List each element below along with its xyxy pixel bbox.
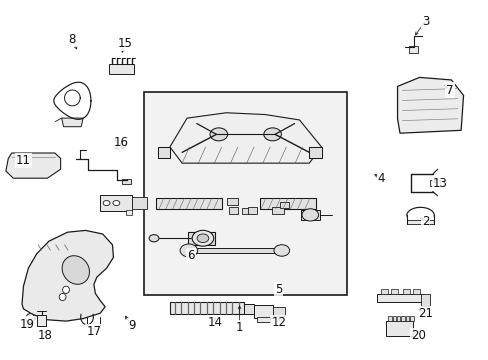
Bar	[401, 316, 404, 321]
Ellipse shape	[62, 256, 89, 284]
Bar	[157, 147, 169, 158]
Bar	[392, 316, 395, 321]
Text: 20: 20	[410, 329, 425, 342]
Bar	[386, 321, 412, 336]
Text: 11: 11	[16, 154, 31, 167]
Bar	[387, 316, 391, 321]
Bar	[308, 147, 321, 158]
Bar	[396, 316, 400, 321]
Text: 16: 16	[114, 136, 128, 149]
Bar	[381, 289, 387, 294]
Bar	[403, 289, 409, 294]
Bar	[122, 179, 131, 184]
Circle shape	[180, 244, 197, 257]
Ellipse shape	[26, 314, 35, 324]
Text: 4: 4	[377, 172, 385, 185]
Bar	[126, 210, 132, 215]
Bar	[188, 248, 281, 253]
Bar	[260, 198, 316, 209]
Polygon shape	[169, 113, 321, 163]
Bar	[271, 207, 284, 215]
Text: 13: 13	[432, 177, 447, 190]
Text: 15: 15	[117, 37, 132, 50]
Text: 10: 10	[112, 139, 127, 152]
Bar	[100, 195, 132, 211]
Bar	[280, 202, 288, 208]
Circle shape	[113, 201, 120, 206]
Circle shape	[103, 201, 110, 206]
Bar	[132, 197, 146, 209]
Polygon shape	[6, 153, 61, 178]
Bar	[300, 210, 320, 220]
Bar	[227, 198, 238, 206]
Text: 21: 21	[417, 307, 432, 320]
Bar	[108, 64, 134, 74]
Bar	[408, 46, 417, 53]
Circle shape	[210, 128, 227, 141]
Bar	[420, 294, 429, 306]
Circle shape	[192, 230, 213, 246]
Text: 12: 12	[271, 316, 285, 329]
Bar	[243, 304, 254, 314]
Bar	[406, 220, 433, 224]
Bar	[156, 198, 222, 209]
Bar	[256, 317, 270, 322]
Ellipse shape	[59, 293, 66, 301]
Circle shape	[263, 128, 281, 141]
Bar	[376, 294, 422, 302]
Bar	[272, 307, 285, 316]
Bar	[409, 316, 413, 321]
Polygon shape	[22, 230, 113, 321]
Bar	[405, 316, 408, 321]
Circle shape	[149, 235, 159, 242]
Ellipse shape	[62, 286, 69, 293]
Bar	[248, 207, 257, 214]
Bar	[429, 180, 439, 186]
Polygon shape	[61, 118, 83, 127]
Polygon shape	[397, 77, 463, 133]
Text: 5: 5	[274, 283, 282, 296]
Text: 6: 6	[186, 249, 194, 262]
Circle shape	[273, 245, 289, 256]
Text: 18: 18	[38, 329, 52, 342]
Bar	[170, 302, 243, 314]
Text: 8: 8	[68, 33, 76, 46]
Bar	[254, 305, 272, 318]
Text: 7: 7	[445, 84, 453, 96]
Text: 3: 3	[421, 15, 428, 28]
Bar	[390, 289, 397, 294]
Bar	[242, 208, 249, 214]
Bar	[228, 207, 237, 214]
Text: 19: 19	[20, 318, 34, 330]
Text: 17: 17	[86, 325, 101, 338]
Bar	[188, 232, 215, 245]
Text: 2: 2	[421, 215, 428, 228]
Text: 9: 9	[128, 319, 136, 332]
Circle shape	[197, 234, 208, 243]
Bar	[412, 289, 419, 294]
Circle shape	[302, 209, 318, 221]
Text: 1: 1	[235, 321, 243, 334]
Text: 14: 14	[207, 316, 222, 329]
Bar	[144, 92, 346, 295]
Bar	[37, 315, 46, 326]
